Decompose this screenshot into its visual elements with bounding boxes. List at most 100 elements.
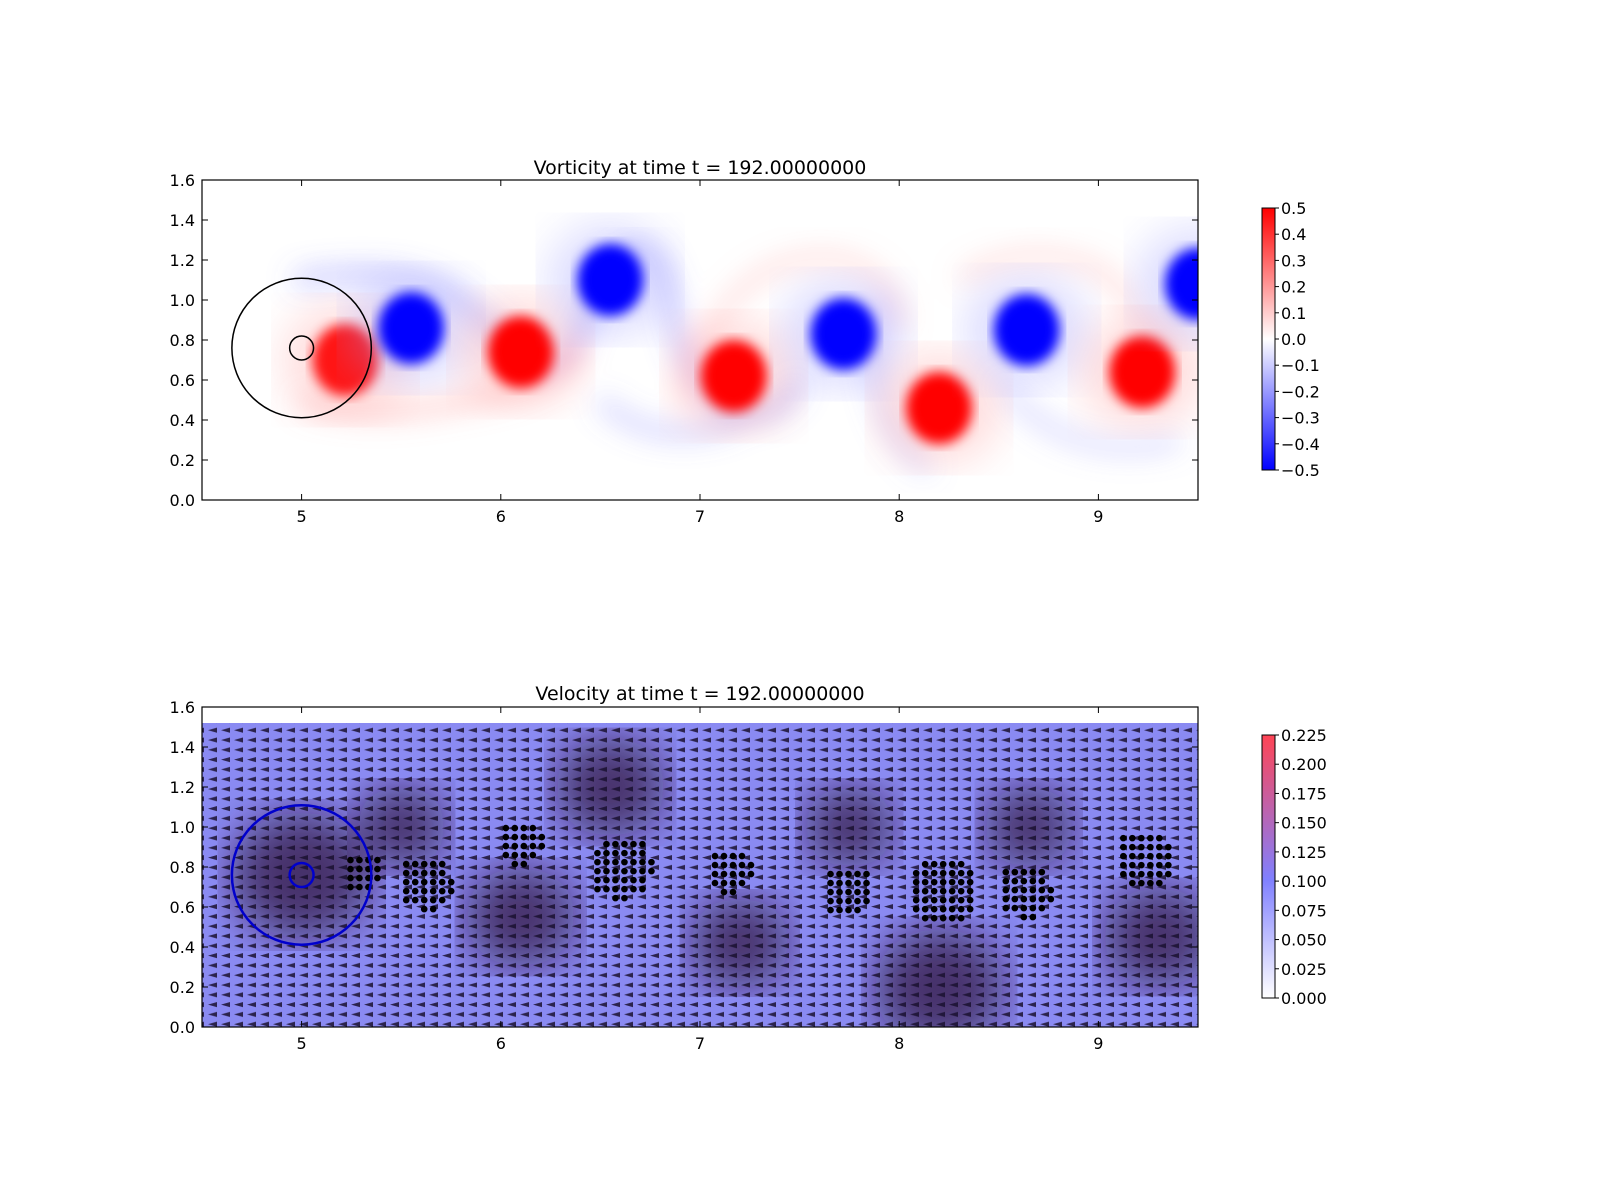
velocity-core-dot	[1165, 861, 1172, 869]
velocity-core-dot	[429, 896, 437, 904]
velocity-core-dot	[621, 894, 628, 902]
velocity-core-dot	[594, 858, 601, 866]
velocity-core-dot	[529, 842, 537, 850]
velocity-core-dot	[502, 842, 510, 850]
velocity-core-dot	[930, 905, 938, 913]
velocity-core-dot	[957, 914, 965, 922]
velocity-core-dot	[729, 879, 737, 887]
velocity-core-dot	[1011, 886, 1019, 894]
velocity-core-dot	[1147, 861, 1154, 869]
velocity-core-dot	[720, 852, 728, 860]
velocity-core-dot	[1029, 895, 1037, 903]
velocity-core-dot	[411, 887, 419, 895]
velocity-core-dot	[729, 888, 737, 896]
velocity-core-dot	[447, 887, 455, 895]
velocity-core-dot	[930, 896, 938, 904]
velocity-core-dot	[966, 869, 974, 877]
velocity-core-dot	[356, 874, 363, 882]
velocity-core-dot	[854, 897, 861, 905]
velocity-core-dot	[511, 824, 519, 832]
velocity-core-dot	[438, 878, 446, 886]
velocity-core-dot	[1002, 895, 1010, 903]
velocity-core-dot	[720, 861, 728, 869]
velocity-core-dot	[502, 851, 510, 859]
velocity-core-dot	[1147, 870, 1154, 878]
velocity-core-dot	[1120, 852, 1127, 860]
velocity-core-dot	[402, 887, 410, 895]
velocity-colorbar-tick-label: 0.025	[1281, 960, 1327, 979]
velocity-core-dot	[720, 879, 728, 887]
velocity-core-dot	[502, 824, 510, 832]
velocity-field	[202, 723, 1198, 1027]
vorticity-y-tick-label: 0.4	[170, 411, 195, 430]
velocity-core-dot	[729, 861, 737, 869]
velocity-core-dot	[939, 896, 947, 904]
vorticity-y-tick-label: 0.8	[170, 331, 195, 350]
velocity-core-dot	[720, 870, 728, 878]
vorticity-y-tick-label: 1.0	[170, 291, 195, 310]
velocity-core-dot	[1120, 870, 1127, 878]
vorticity-colorbar-tick-label: −0.5	[1281, 461, 1320, 480]
vorticity-x-tick-label: 8	[894, 507, 904, 526]
velocity-colorbar-ticks: 0.225 0.200 0.175 0.150 0.125 0.100 0.075 0.050…	[1275, 726, 1327, 1008]
velocity-core-dot	[520, 824, 528, 832]
vorticity-y-tick-label: 0.6	[170, 371, 195, 390]
vorticity-x-ticks: 5 6 7 8 9	[297, 180, 1103, 526]
velocity-core-dot	[1002, 868, 1010, 876]
velocity-core-dot	[930, 887, 938, 895]
velocity-core-dot	[356, 865, 363, 873]
velocity-core-dot	[429, 860, 437, 868]
velocity-core-dot	[1038, 886, 1046, 894]
vorticity-y-ticks: 0.0 0.2 0.4 0.6 0.8 1.0 1.2 1.4 1.6	[170, 171, 1198, 510]
velocity-core-dot	[836, 879, 843, 887]
velocity-x-tick-label: 9	[1093, 1034, 1103, 1053]
velocity-core-dot	[827, 870, 834, 878]
velocity-core-dot	[1129, 879, 1136, 887]
velocity-core-dot	[621, 840, 628, 848]
velocity-core-dot	[921, 905, 929, 913]
velocity-core-dot	[612, 849, 619, 857]
velocity-core-dot	[639, 876, 646, 884]
velocity-colorbar-tick-label: 0.200	[1281, 755, 1327, 774]
velocity-core-dot	[845, 888, 852, 896]
velocity-core-dot	[447, 878, 455, 886]
velocity-core-dot	[1120, 861, 1127, 869]
velocity-core-dot	[630, 876, 637, 884]
velocity-core-dot	[429, 878, 437, 886]
velocity-core-dot	[356, 883, 363, 891]
vorticity-colorbar-tick-label: −0.4	[1281, 435, 1320, 454]
velocity-core-dot	[1165, 870, 1172, 878]
velocity-core-dot	[630, 849, 637, 857]
velocity-x-tick-label: 7	[695, 1034, 705, 1053]
velocity-core-dot	[1038, 877, 1046, 885]
velocity-core-dot	[921, 878, 929, 886]
velocity-core-dot	[356, 856, 363, 864]
velocity-core-dot	[948, 896, 956, 904]
velocity-core-dot	[966, 878, 974, 886]
velocity-core-dot	[845, 906, 852, 914]
velocity-core-dot	[948, 878, 956, 886]
velocity-y-ticks: 0.0 0.2 0.4 0.6 0.8 1.0 1.2 1.4 1.6	[170, 698, 1198, 1037]
velocity-core-dot	[836, 888, 843, 896]
velocity-colorbar-gradient	[1261, 734, 1276, 999]
velocity-core-dot	[738, 852, 746, 860]
velocity-core-dot	[948, 869, 956, 877]
vorticity-y-tick-label: 0.2	[170, 451, 195, 470]
vorticity-colorbar: 0.5 0.4 0.3 0.2 0.1 0.0 −0.1 −0.2 −0.3 −0.4 −0.5	[1261, 199, 1320, 480]
velocity-core-dot	[520, 833, 528, 841]
velocity-colorbar-tick-label: 0.175	[1281, 784, 1327, 803]
velocity-core-dot	[420, 869, 428, 877]
velocity-colorbar-tick-label: 0.050	[1281, 931, 1327, 950]
velocity-core-dot	[1129, 870, 1136, 878]
vortex-core	[487, 316, 554, 388]
velocity-core-dot	[420, 905, 428, 913]
velocity-core-dot	[1138, 861, 1145, 869]
velocity-core-dot	[648, 867, 655, 875]
velocity-core-dot	[711, 870, 719, 878]
velocity-x-tick-label: 6	[496, 1034, 506, 1053]
vortex-core	[577, 244, 644, 316]
velocity-core-dot	[939, 860, 947, 868]
velocity-core-dot	[957, 869, 965, 877]
velocity-title: Velocity at time t = 192.00000000	[535, 683, 864, 705]
